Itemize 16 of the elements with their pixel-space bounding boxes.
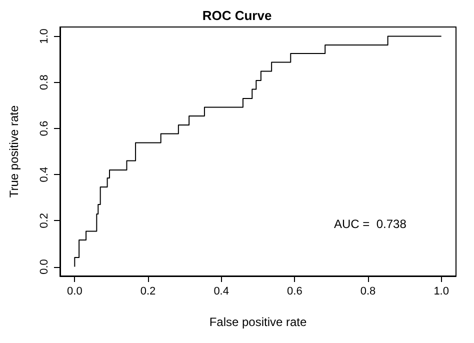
y-tick-label: 0.4	[38, 166, 50, 182]
y-axis-title: True positive rate	[7, 105, 21, 198]
x-tick-label: 0.8	[360, 286, 376, 298]
annotation: AUC = 0.738	[334, 217, 407, 231]
y-tick-label: 0.2	[38, 213, 50, 228]
x-tick-label: 0.2	[140, 286, 156, 298]
x-tick-label: 0.4	[214, 286, 229, 298]
y-tick-label: 0.0	[38, 259, 50, 274]
x-tick-label: 0.0	[67, 286, 82, 298]
y-tick-label: 0.6	[38, 120, 50, 136]
chart-title: ROC Curve	[202, 8, 272, 23]
x-axis-title: False positive rate	[209, 315, 308, 329]
x-tick-label: 1.0	[434, 286, 449, 298]
y-tick-label: 1.0	[38, 28, 50, 44]
y-tick-label: 0.8	[38, 74, 50, 90]
x-tick-label: 0.6	[287, 286, 302, 298]
